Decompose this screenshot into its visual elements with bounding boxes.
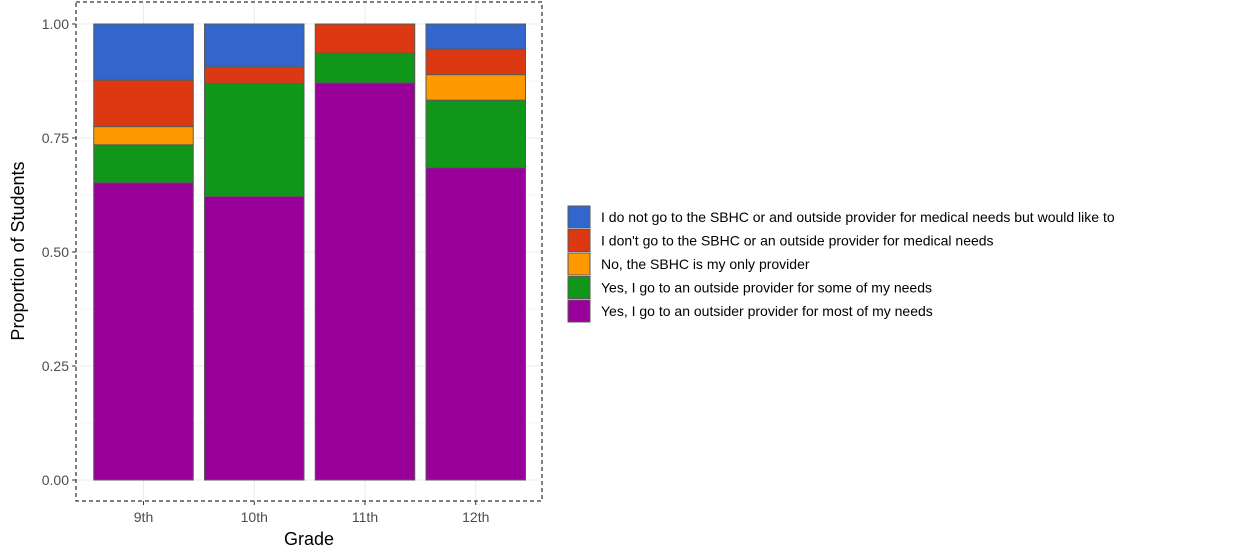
legend-label: I don't go to the SBHC or an outside pro… (601, 233, 994, 249)
y-tick-label: 0.50 (42, 244, 69, 260)
bar-segment (314, 52, 416, 84)
y-tick-label: 0.75 (42, 130, 69, 146)
y-axis-ticks: 0.00 0.25 0.50 0.75 1.00 (42, 16, 76, 488)
legend-key (567, 276, 591, 299)
bar-segment (93, 79, 194, 128)
x-axis-title: Grade (284, 529, 334, 549)
legend-label: No, the SBHC is my only provider (601, 256, 810, 272)
y-axis-title: Proportion of Students (8, 161, 28, 340)
bar-segment (204, 195, 305, 481)
x-tick-label: 11th (352, 509, 378, 525)
bar-segment (425, 167, 526, 481)
bar-segment (425, 23, 526, 50)
bar-segment (93, 126, 194, 146)
bar-segment (314, 82, 416, 481)
x-tick-label: 9th (134, 509, 153, 525)
bar-segment (425, 48, 526, 76)
bar-segment (425, 74, 526, 101)
legend-label: Yes, I go to an outside provider for som… (601, 280, 932, 296)
bar-segment (204, 23, 305, 68)
bar-segment (425, 99, 526, 169)
y-tick-label: 1.00 (42, 16, 69, 32)
legend-key (567, 299, 591, 323)
bar-segment (314, 23, 416, 54)
y-tick-label: 0.25 (42, 358, 69, 374)
bar-segment (204, 82, 305, 197)
legend-key (567, 205, 591, 229)
legend-label: Yes, I go to an outsider provider for mo… (601, 303, 933, 319)
x-tick-label: 10th (241, 509, 268, 525)
legend-label: I do not go to the SBHC or and outside p… (601, 209, 1115, 225)
bar-segment (93, 23, 194, 81)
legend-key (567, 229, 591, 252)
legend: I do not go to the SBHC or and outside p… (567, 205, 1115, 323)
x-tick-label: 12th (462, 509, 489, 525)
y-tick-label: 0.00 (42, 472, 69, 488)
bar-segment (93, 144, 194, 184)
x-axis-ticks: 9th 10th 11th 12th (134, 501, 489, 525)
legend-key (567, 252, 591, 276)
bar-segments (93, 23, 526, 481)
bar-segment (204, 66, 305, 84)
bar-segment (93, 182, 194, 481)
